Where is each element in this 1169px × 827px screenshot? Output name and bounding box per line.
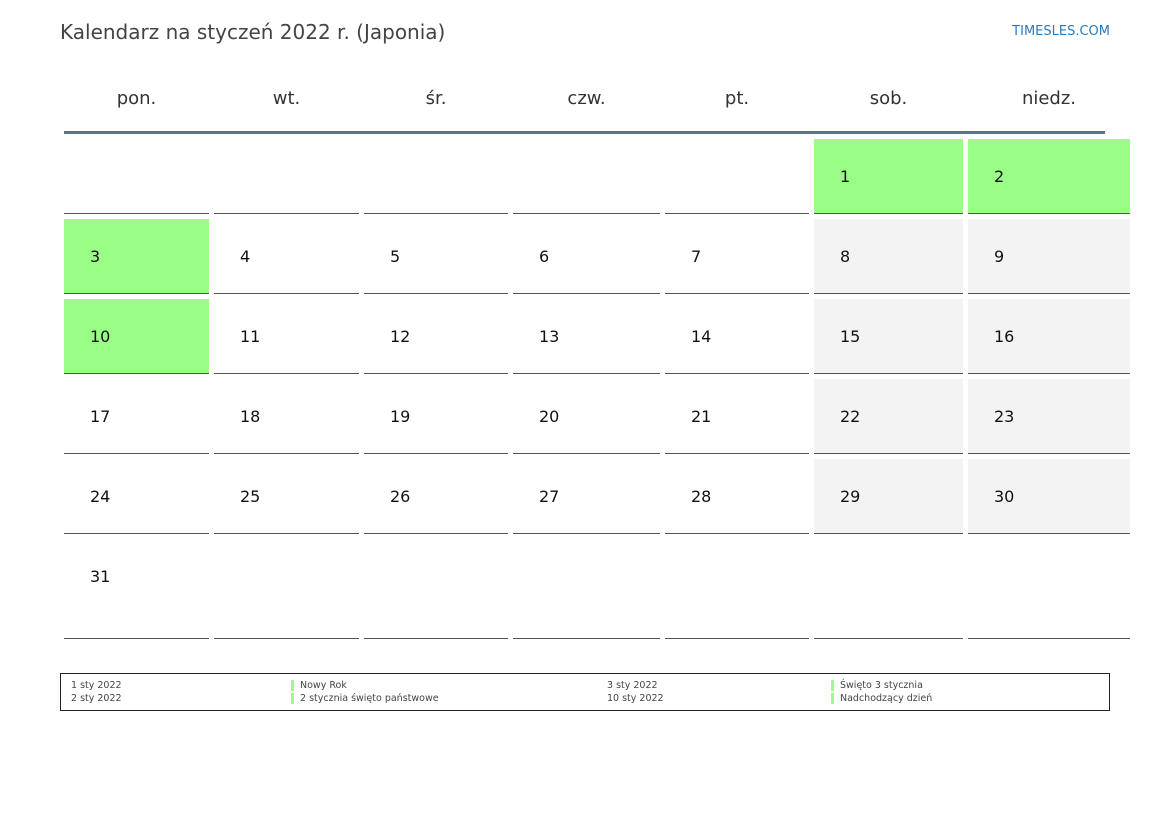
day-cell[interactable]: 29	[814, 459, 963, 534]
day-number: 16	[994, 327, 1015, 346]
empty-day-cell	[665, 539, 809, 639]
day-cell[interactable]: 28	[665, 459, 809, 534]
weekday-tue: wt.	[272, 88, 301, 109]
day-cell[interactable]: 26	[364, 459, 508, 534]
day-number: 31	[90, 567, 111, 586]
day-cell[interactable]: 19	[364, 379, 508, 454]
day-number: 4	[240, 247, 251, 266]
empty-day-cell	[968, 539, 1130, 639]
day-cell[interactable]: 22	[814, 379, 963, 454]
legend-holiday-name: Nadchodzący dzień	[831, 693, 932, 704]
day-number: 7	[691, 247, 702, 266]
empty-day-cell	[214, 539, 359, 639]
brand-link[interactable]: TIMESLES.COM	[1012, 24, 1110, 39]
day-cell[interactable]: 7	[665, 219, 809, 294]
day-cell[interactable]: 1	[814, 139, 963, 214]
day-cell[interactable]: 20	[513, 379, 660, 454]
empty-day-cell	[214, 139, 359, 214]
day-number: 23	[994, 407, 1015, 426]
legend-holiday-name: Święto 3 stycznia	[831, 680, 923, 691]
day-number: 8	[840, 247, 851, 266]
empty-day-cell	[665, 139, 809, 214]
day-number: 14	[691, 327, 712, 346]
day-cell[interactable]: 31	[64, 539, 209, 639]
day-cell[interactable]: 27	[513, 459, 660, 534]
day-cell[interactable]: 17	[64, 379, 209, 454]
empty-day-cell	[513, 539, 660, 639]
header-divider	[64, 131, 1105, 134]
day-number: 5	[390, 247, 401, 266]
day-number: 1	[840, 167, 851, 186]
legend-date: 3 sty 2022	[607, 680, 658, 691]
day-cell[interactable]: 30	[968, 459, 1130, 534]
day-cell[interactable]: 14	[665, 299, 809, 374]
day-cell[interactable]: 16	[968, 299, 1130, 374]
day-grid: 1 2 3 4 5 6 7 8 9 10 11 12 13 14 15 16 17 18 19 20 21 22 23 24 2…	[64, 139, 1130, 639]
day-cell[interactable]: 18	[214, 379, 359, 454]
day-number: 25	[240, 487, 261, 506]
day-cell[interactable]: 25	[214, 459, 359, 534]
day-number: 24	[90, 487, 111, 506]
weekday-mon: pon.	[116, 88, 157, 109]
weekday-sat: sob.	[869, 88, 908, 109]
legend-holiday-name: 2 stycznia święto państwowe	[291, 693, 439, 704]
empty-day-cell	[364, 539, 508, 639]
day-number: 12	[390, 327, 411, 346]
empty-day-cell	[513, 139, 660, 214]
weekday-thu: czw.	[567, 88, 606, 109]
legend-date: 10 sty 2022	[607, 693, 664, 704]
day-number: 21	[691, 407, 712, 426]
page-title: Kalendarz na styczeń 2022 r. (Japonia)	[60, 20, 446, 44]
day-cell[interactable]: 21	[665, 379, 809, 454]
day-number: 22	[840, 407, 861, 426]
day-number: 3	[90, 247, 101, 266]
weekday-sun: niedz.	[1021, 88, 1077, 109]
day-cell[interactable]: 9	[968, 219, 1130, 294]
day-cell[interactable]: 8	[814, 219, 963, 294]
legend-date: 1 sty 2022	[71, 680, 122, 691]
day-number: 27	[539, 487, 560, 506]
empty-day-cell	[814, 539, 963, 639]
day-cell[interactable]: 6	[513, 219, 660, 294]
day-cell[interactable]: 5	[364, 219, 508, 294]
day-number: 26	[390, 487, 411, 506]
empty-day-cell	[64, 139, 209, 214]
day-cell[interactable]: 24	[64, 459, 209, 534]
day-number: 20	[539, 407, 560, 426]
holiday-legend: 1 sty 2022 Nowy Rok 2 sty 2022 2 stycznia ś…	[60, 673, 1110, 711]
day-cell[interactable]: 15	[814, 299, 963, 374]
weekday-wed: śr.	[425, 88, 447, 109]
day-cell[interactable]: 13	[513, 299, 660, 374]
day-cell[interactable]: 4	[214, 219, 359, 294]
legend-date: 2 sty 2022	[71, 693, 122, 704]
day-number: 15	[840, 327, 861, 346]
day-number: 28	[691, 487, 712, 506]
day-number: 6	[539, 247, 550, 266]
weekday-header: pon. wt. śr. czw. pt. sob. niedz.	[64, 80, 1105, 118]
day-cell[interactable]: 2	[968, 139, 1130, 214]
day-number: 29	[840, 487, 861, 506]
empty-day-cell	[364, 139, 508, 214]
day-cell[interactable]: 3	[64, 219, 209, 294]
day-number: 19	[390, 407, 411, 426]
weekday-fri: pt.	[724, 88, 750, 109]
day-number: 13	[539, 327, 560, 346]
day-number: 30	[994, 487, 1015, 506]
day-cell[interactable]: 10	[64, 299, 209, 374]
day-number: 9	[994, 247, 1005, 266]
day-number: 18	[240, 407, 261, 426]
day-number: 17	[90, 407, 111, 426]
legend-holiday-name: Nowy Rok	[291, 680, 347, 691]
day-cell[interactable]: 11	[214, 299, 359, 374]
day-number: 11	[240, 327, 261, 346]
day-number: 10	[90, 327, 111, 346]
day-cell[interactable]: 23	[968, 379, 1130, 454]
day-cell[interactable]: 12	[364, 299, 508, 374]
day-number: 2	[994, 167, 1005, 186]
